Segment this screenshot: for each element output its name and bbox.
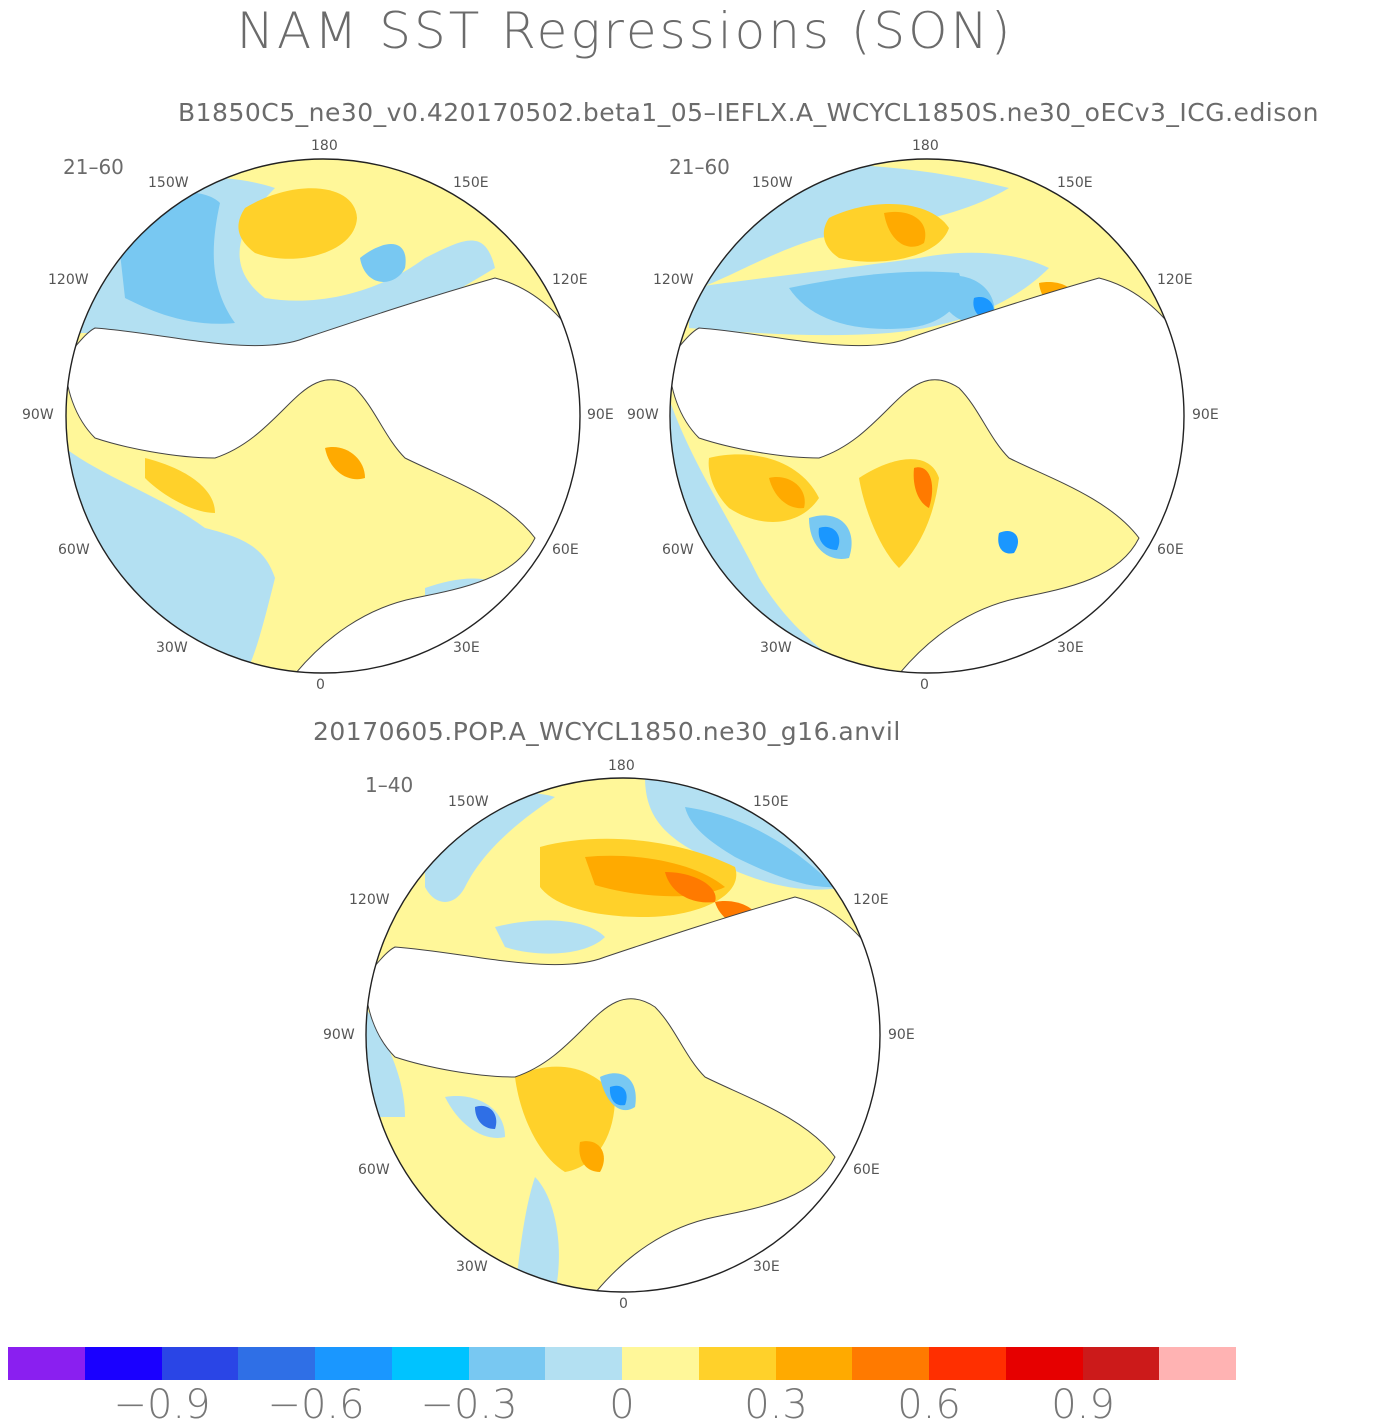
lon-label-60w: 60W — [662, 542, 694, 558]
lon-label-90e: 90E — [587, 407, 614, 423]
lon-label-180: 180 — [912, 138, 939, 154]
map-rim — [65, 158, 581, 674]
lon-label-0: 0 — [619, 1296, 628, 1312]
positive-anomaly-peak — [579, 1141, 604, 1172]
colorbar-swatch-0 — [8, 1347, 85, 1380]
lon-label-120e: 120E — [552, 272, 588, 288]
top-run-subtitle: B1850C5_ne30_v0.420170502.beta1_05–IEFLX… — [178, 98, 1319, 127]
negative-anomaly-core — [789, 271, 962, 329]
period-label-2: 21–60 — [669, 155, 730, 179]
negative-anomaly-peak — [609, 1085, 627, 1106]
positive-anomaly-peak — [913, 467, 933, 508]
lon-label-90w: 90W — [627, 407, 659, 423]
period-label-1: 21–60 — [63, 155, 124, 179]
lon-label-180: 180 — [311, 138, 338, 154]
land-mass — [670, 277, 1184, 673]
colorbar — [8, 1347, 1236, 1380]
negative-anomaly-core — [685, 807, 835, 888]
colorbar-swatch-15 — [1159, 1347, 1236, 1380]
lon-label-30e: 30E — [1057, 640, 1084, 656]
lon-label-60w: 60W — [358, 1162, 390, 1178]
lon-label-0: 0 — [316, 677, 325, 693]
figure-title: NAM SST Regressions (SON) — [236, 2, 1014, 60]
colorbar-tick: 0.3 — [744, 1382, 808, 1428]
lon-label-120e: 120E — [853, 892, 889, 908]
colorbar-tick: −0.6 — [267, 1382, 365, 1428]
positive-anomaly-core — [238, 188, 357, 259]
lon-label-150e: 150E — [753, 794, 789, 810]
colorbar-swatch-10 — [775, 1347, 853, 1380]
lon-label-120w: 120W — [653, 272, 694, 288]
colorbar-swatch-9 — [698, 1347, 776, 1380]
period-label-3: 1–40 — [365, 773, 414, 797]
colorbar-swatch-1 — [84, 1347, 162, 1380]
negative-anomaly-peak — [818, 526, 840, 550]
lon-label-30w: 30W — [456, 1259, 488, 1275]
colorbar-swatch-4 — [315, 1347, 392, 1380]
lon-label-120w: 120W — [48, 272, 89, 288]
colorbar-swatch-11 — [852, 1347, 929, 1380]
positive-anomaly-peak — [884, 211, 926, 247]
lon-label-30w: 30W — [156, 640, 188, 656]
polar-map-3-canvas — [365, 777, 881, 1293]
colorbar-tick: −0.9 — [113, 1382, 211, 1428]
lon-label-150w: 150W — [148, 175, 189, 191]
land-mass — [366, 896, 880, 1292]
map-rim — [669, 158, 1185, 674]
positive-anomaly-core — [145, 458, 215, 513]
polar-map-1 — [65, 158, 581, 674]
lon-label-90e: 90E — [1192, 407, 1219, 423]
colorbar-tick: 0 — [609, 1382, 635, 1428]
colorbar-swatch-3 — [238, 1347, 315, 1380]
negative-anomaly-area — [366, 1007, 405, 1117]
lon-label-60e: 60E — [853, 1162, 880, 1178]
lon-label-120w: 120W — [349, 892, 390, 908]
lon-label-90w: 90W — [323, 1027, 355, 1043]
positive-anomaly-core — [823, 204, 949, 262]
land-mass — [66, 277, 580, 673]
bottom-run-subtitle: 20170605.POP.A_WCYCL1850.ne30_g16.anvil — [313, 717, 901, 746]
lon-label-150w: 150W — [448, 794, 489, 810]
lon-label-30w: 30W — [760, 640, 792, 656]
negative-anomaly-area — [495, 920, 605, 954]
polar-map-2 — [669, 158, 1185, 674]
negative-anomaly-peak — [998, 530, 1019, 554]
negative-anomaly-area — [515, 1177, 559, 1292]
lon-label-60e: 60E — [1157, 542, 1184, 558]
lon-label-90e: 90E — [888, 1027, 915, 1043]
colorbar-swatch-5 — [391, 1347, 469, 1380]
lon-label-150e: 150E — [453, 175, 489, 191]
lon-label-90w: 90W — [22, 407, 54, 423]
positive-anomaly-core — [325, 447, 365, 480]
colorbar-swatch-6 — [468, 1347, 546, 1380]
negative-anomaly-core — [360, 244, 406, 282]
colorbar-swatch-2 — [161, 1347, 239, 1380]
lon-label-120e: 120E — [1157, 272, 1193, 288]
positive-anomaly-peak — [769, 477, 805, 509]
lon-label-60w: 60W — [58, 542, 90, 558]
lon-label-180: 180 — [608, 758, 635, 774]
map-rim — [365, 777, 881, 1293]
colorbar-swatch-12 — [929, 1347, 1006, 1380]
positive-anomaly-peak — [665, 872, 716, 903]
colorbar-swatch-8 — [622, 1347, 699, 1380]
lon-label-30e: 30E — [753, 1259, 780, 1275]
lon-label-150e: 150E — [1057, 175, 1093, 191]
negative-anomaly-peak — [475, 1105, 497, 1129]
colorbar-tick: 0.9 — [1051, 1382, 1115, 1428]
polar-map-2-canvas — [669, 158, 1185, 674]
polar-map-3 — [365, 777, 881, 1293]
colorbar-tick: −0.3 — [420, 1382, 518, 1428]
colorbar-swatch-14 — [1082, 1347, 1160, 1380]
colorbar-swatch-13 — [1005, 1347, 1083, 1380]
lon-label-60e: 60E — [552, 542, 579, 558]
polar-map-1-canvas — [65, 158, 581, 674]
lon-label-30e: 30E — [453, 640, 480, 656]
lon-label-150w: 150W — [752, 175, 793, 191]
colorbar-swatch-7 — [545, 1347, 622, 1380]
colorbar-tick: 0.6 — [897, 1382, 961, 1428]
lon-label-0: 0 — [920, 677, 929, 693]
